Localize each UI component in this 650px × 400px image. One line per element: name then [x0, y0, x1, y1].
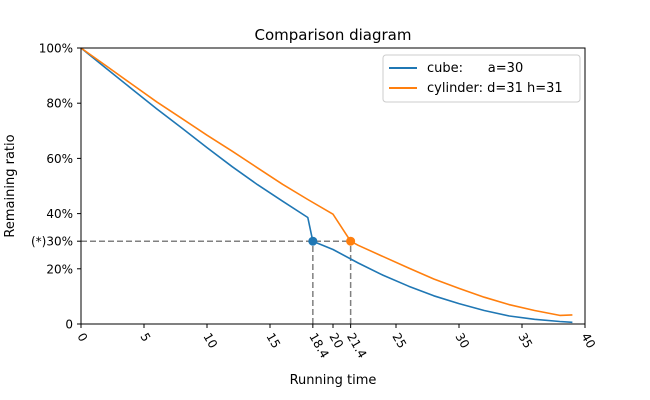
x-tick-label-20: 20 [326, 331, 346, 351]
y-tick-label-40: 40% [46, 207, 73, 221]
y-tick-label-30: (*)30% [31, 235, 73, 249]
x-tick-label-25: 25 [389, 331, 409, 351]
point-markers [308, 236, 356, 246]
legend-box [382, 54, 581, 103]
y-tick-label-60: 60% [46, 152, 73, 166]
y-axis-label: Remaining ratio [3, 134, 18, 237]
marker-point-1 [346, 236, 356, 246]
legend-label-cylinder: cylinder: d=31 h=31 [427, 81, 563, 96]
x-tick-label-15: 15 [263, 331, 283, 351]
marker-point-0 [308, 236, 318, 246]
series-line-cube [80, 47, 573, 324]
x-tick-label-30: 30 [452, 331, 472, 351]
chart-title: Comparison diagram [255, 26, 412, 44]
reference-lines [81, 240, 352, 324]
x-tick-label-40: 40 [578, 331, 598, 351]
y-tick-label-20: 20% [46, 262, 73, 276]
series-lines [80, 47, 573, 324]
x-tick-label-10: 10 [200, 331, 220, 351]
x-axis-label: Running time [290, 373, 377, 388]
x-tick-label-35: 35 [515, 331, 535, 351]
y-tick-label-100: 100% [39, 42, 73, 56]
y-tick-label-0: 0 [65, 318, 73, 332]
y-tick-label-80: 80% [46, 97, 73, 111]
legend: cube: a=30 cylinder: d=31 h=31 [382, 54, 581, 103]
y-axis-ticks: 0 20% (*)30% 40% 60% 80% 100% [31, 42, 81, 332]
legend-label-cube: cube: a=30 [427, 61, 523, 76]
series-line-cylinder [80, 47, 573, 317]
